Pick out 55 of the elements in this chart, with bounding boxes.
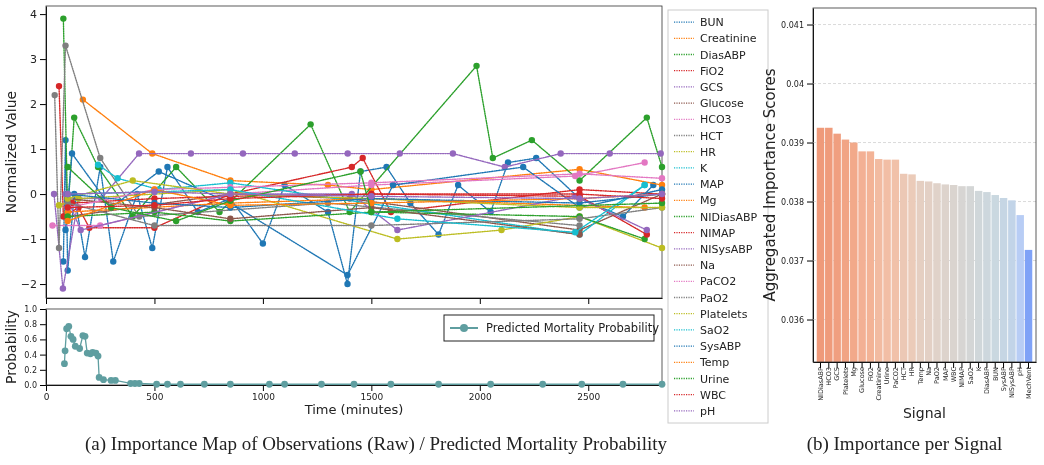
text: (b) Importance per Signal	[806, 433, 1003, 455]
legend-label: MAP	[700, 178, 725, 192]
legend-label: NISysABP	[700, 242, 753, 256]
legend-label: HR	[700, 145, 717, 159]
legend-label: NIMAP	[700, 226, 736, 240]
y-tick-label: 4	[30, 8, 37, 22]
legend-label: GCS	[700, 80, 724, 94]
y-tick-label: 0.6	[24, 335, 37, 345]
legend-label: HCT	[700, 129, 723, 143]
y-tick-label: −1	[20, 233, 37, 247]
y-tick-label: 0.8	[24, 320, 37, 330]
legend-label: HCO3	[700, 113, 732, 127]
x-axis-title: Signal	[902, 405, 947, 421]
x-tick-label: 1500	[360, 392, 384, 403]
y-tick-label: 0.038	[781, 197, 804, 207]
x-tick-label: 2000	[468, 392, 493, 403]
legend-label: SaO2	[700, 323, 730, 337]
y-tick-label: 0.036	[781, 315, 804, 325]
legend-label: Predicted Mortality Probability	[486, 321, 660, 335]
y-tick-label: 1.0	[24, 305, 37, 315]
x-tick-label: 500	[146, 392, 164, 403]
x-axis-title: Time (minutes)	[303, 402, 404, 417]
y-tick-label: −2	[20, 278, 37, 292]
legend-label: K	[700, 161, 708, 175]
legend-label: Platelets	[700, 307, 748, 321]
legend-label: Creatinine	[700, 32, 757, 46]
legend-label: PaO2	[700, 291, 729, 305]
y-axis-title: Aggregated Importance Scores	[761, 68, 779, 302]
legend-label: NIDiasABP	[700, 210, 758, 224]
legend-label: SysABP	[700, 340, 742, 354]
y-tick-label: 0.039	[781, 138, 804, 148]
y-tick-label: 3	[30, 53, 37, 67]
y-tick-label: 1	[30, 143, 37, 157]
legend-label: Na	[700, 259, 715, 273]
y-axis-title: Probability	[3, 309, 19, 385]
legend-label: DiasABP	[700, 48, 747, 62]
y-tick-label: 2	[30, 98, 37, 112]
y-tick-label: 0	[30, 188, 37, 202]
legend-label: PaCO2	[700, 275, 737, 289]
legend-label: pH	[700, 404, 716, 418]
y-tick-label: 0.0	[24, 381, 37, 391]
y-tick-label: 0.041	[781, 20, 804, 30]
y-tick-label: 0.04	[786, 79, 804, 89]
x-tick-label: 0	[43, 392, 50, 403]
x-tick-label: 2500	[577, 392, 601, 403]
y-tick-label: 0.037	[781, 256, 804, 266]
y-tick-label: 0.2	[24, 365, 37, 375]
legend-label: BUN	[700, 16, 724, 30]
y-axis-title: Normalized Value	[3, 90, 19, 214]
text: (a) Importance Map of Observations (Raw) / Predicted Mortality Probability	[85, 433, 668, 455]
y-tick-label: 0.4	[24, 350, 37, 360]
x-tick-label: 1000	[251, 392, 276, 403]
legend-label: FiO2	[700, 64, 725, 78]
legend-label: Mg	[700, 194, 717, 208]
legend-label: Glucose	[700, 97, 745, 111]
